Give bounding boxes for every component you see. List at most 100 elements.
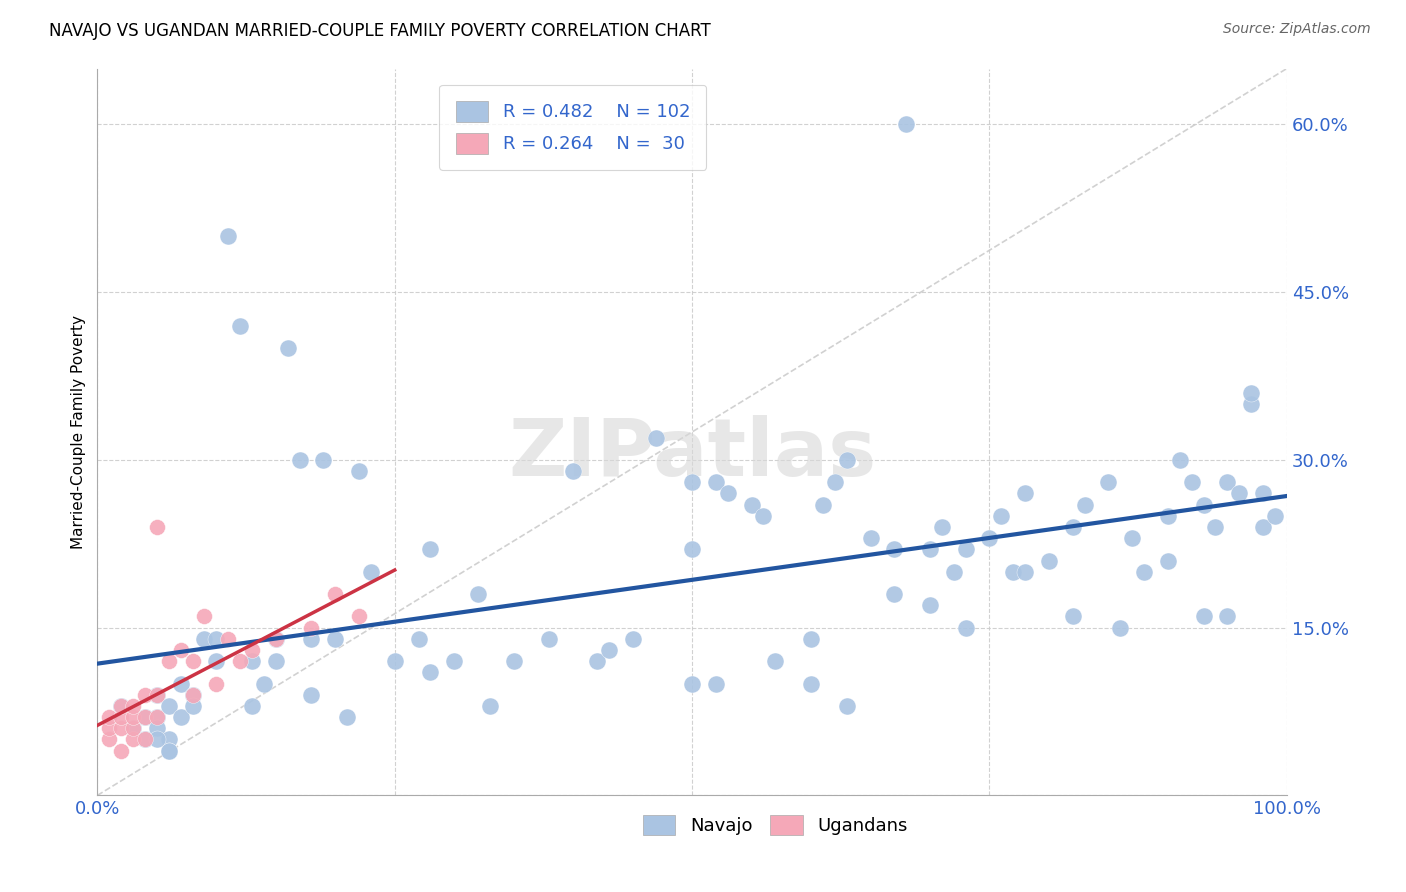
Point — [134, 732, 156, 747]
Point — [360, 565, 382, 579]
Point — [752, 508, 775, 523]
Point — [110, 721, 132, 735]
Point — [134, 688, 156, 702]
Point — [301, 688, 323, 702]
Point — [1002, 565, 1025, 579]
Point — [835, 698, 858, 713]
Point — [1168, 453, 1191, 467]
Point — [1109, 621, 1132, 635]
Point — [110, 698, 132, 713]
Point — [408, 632, 430, 646]
Point — [169, 643, 191, 657]
Point — [931, 520, 953, 534]
Text: ZIPatlas: ZIPatlas — [508, 415, 876, 492]
Point — [157, 732, 180, 747]
Point — [1251, 486, 1274, 500]
Point — [146, 520, 169, 534]
Point — [146, 721, 169, 735]
Point — [229, 318, 252, 333]
Point — [598, 643, 620, 657]
Point — [264, 632, 287, 646]
Point — [134, 710, 156, 724]
Text: NAVAJO VS UGANDAN MARRIED-COUPLE FAMILY POVERTY CORRELATION CHART: NAVAJO VS UGANDAN MARRIED-COUPLE FAMILY … — [49, 22, 711, 40]
Point — [811, 498, 834, 512]
Point — [502, 654, 524, 668]
Point — [98, 721, 121, 735]
Point — [538, 632, 561, 646]
Point — [1073, 498, 1095, 512]
Point — [896, 117, 918, 131]
Point — [443, 654, 465, 668]
Point — [763, 654, 786, 668]
Point — [193, 632, 215, 646]
Point — [1251, 520, 1274, 534]
Point — [98, 732, 121, 747]
Point — [645, 431, 668, 445]
Point — [157, 744, 180, 758]
Point — [1192, 609, 1215, 624]
Point — [193, 609, 215, 624]
Point — [1133, 565, 1156, 579]
Point — [301, 632, 323, 646]
Point — [478, 698, 501, 713]
Point — [122, 698, 145, 713]
Point — [955, 542, 977, 557]
Point — [1240, 385, 1263, 400]
Point — [253, 676, 276, 690]
Point — [621, 632, 644, 646]
Point — [955, 621, 977, 635]
Point — [122, 732, 145, 747]
Point — [979, 531, 1001, 545]
Point — [1204, 520, 1226, 534]
Point — [240, 643, 263, 657]
Point — [181, 688, 204, 702]
Point — [1157, 553, 1180, 567]
Point — [181, 688, 204, 702]
Point — [990, 508, 1012, 523]
Point — [1227, 486, 1250, 500]
Point — [384, 654, 406, 668]
Point — [1216, 609, 1239, 624]
Point — [264, 654, 287, 668]
Point — [288, 453, 311, 467]
Point — [205, 632, 228, 646]
Point — [1121, 531, 1143, 545]
Point — [918, 599, 941, 613]
Point — [336, 710, 359, 724]
Point — [134, 710, 156, 724]
Point — [146, 710, 169, 724]
Point — [157, 744, 180, 758]
Point — [859, 531, 882, 545]
Point — [277, 341, 299, 355]
Point — [264, 632, 287, 646]
Point — [240, 654, 263, 668]
Point — [146, 688, 169, 702]
Point — [1157, 508, 1180, 523]
Point — [1014, 565, 1036, 579]
Point — [146, 732, 169, 747]
Point — [918, 542, 941, 557]
Point — [181, 698, 204, 713]
Point — [229, 654, 252, 668]
Point — [800, 676, 823, 690]
Point — [1240, 397, 1263, 411]
Point — [134, 732, 156, 747]
Point — [562, 464, 585, 478]
Point — [347, 464, 370, 478]
Point — [98, 710, 121, 724]
Point — [467, 587, 489, 601]
Point — [1014, 486, 1036, 500]
Point — [110, 698, 132, 713]
Point — [681, 542, 703, 557]
Point — [419, 542, 441, 557]
Point — [146, 710, 169, 724]
Point — [704, 676, 727, 690]
Point — [110, 744, 132, 758]
Point — [1181, 475, 1204, 490]
Point — [704, 475, 727, 490]
Point — [169, 710, 191, 724]
Point — [942, 565, 965, 579]
Point — [181, 654, 204, 668]
Point — [217, 632, 239, 646]
Point — [800, 632, 823, 646]
